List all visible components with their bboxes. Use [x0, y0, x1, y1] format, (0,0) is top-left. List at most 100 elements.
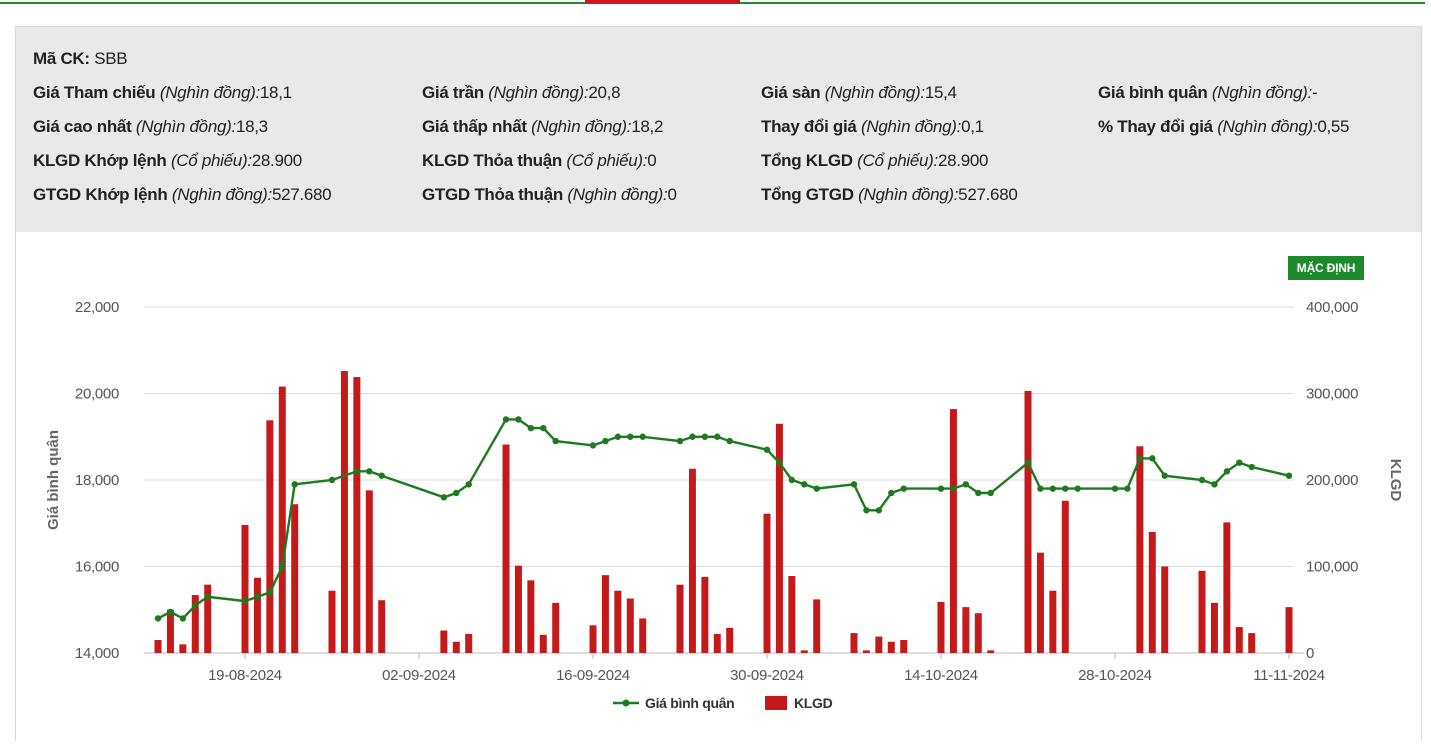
- field-label: Tổng GTGD: [761, 185, 854, 204]
- volume-bar: [1198, 570, 1206, 653]
- info-field: GTGD Thỏa thuận (Nghìn đồng):0: [422, 185, 677, 205]
- price-point: [875, 507, 883, 514]
- volume-bar: [204, 584, 212, 653]
- price-point: [813, 485, 820, 492]
- price-point: [975, 489, 982, 497]
- info-field: Tổng KLGD (Cổ phiếu):28.900: [761, 151, 988, 171]
- price-point: [776, 459, 783, 466]
- volume-bar: [154, 640, 162, 653]
- price-point: [888, 489, 895, 497]
- volume-bar: [1036, 552, 1044, 653]
- price-point: [1248, 463, 1255, 471]
- volume-bar: [800, 650, 808, 653]
- legend-label: Giá bình quân: [645, 695, 734, 711]
- info-field: % Thay đổi giá (Nghìn đồng):0,55: [1098, 117, 1350, 137]
- info-field: KLGD Thỏa thuận (Cổ phiếu):0: [422, 151, 657, 171]
- volume-bar: [987, 650, 995, 653]
- field-unit: (Nghìn đồng):: [488, 83, 589, 102]
- price-point: [1049, 485, 1057, 492]
- price-point: [527, 424, 535, 432]
- volume-bar: [713, 633, 721, 653]
- info-field: Giá Tham chiếu (Nghìn đồng):18,1: [33, 83, 292, 103]
- field-unit: (Cổ phiếu):: [566, 151, 648, 170]
- volume-bar: [452, 641, 460, 653]
- field-unit: (Nghìn đồng):: [159, 83, 260, 102]
- field-label: GTGD Khớp lệnh: [33, 185, 168, 204]
- volume-bar: [291, 504, 299, 653]
- symbol-field: Mã CK: SBB: [33, 49, 128, 69]
- x-tick-label: 11-11-2024: [1253, 667, 1325, 684]
- price-point: [167, 608, 174, 616]
- field-unit: (Nghìn đồng):: [1217, 117, 1318, 136]
- field-label: Giá bình quân: [1098, 83, 1208, 102]
- price-point: [863, 507, 870, 514]
- price-point: [1198, 476, 1206, 484]
- volume-bar: [191, 595, 199, 653]
- price-point: [614, 433, 622, 440]
- price-point: [1161, 472, 1168, 479]
- field-label: % Thay đổi giá: [1098, 117, 1213, 136]
- info-field: Tổng GTGD (Nghìn đồng):527.680: [761, 185, 1018, 205]
- field-label: GTGD Thỏa thuận: [422, 185, 563, 204]
- price-point: [154, 615, 162, 622]
- x-tick-label: 28-10-2024: [1078, 667, 1152, 684]
- volume-bar: [862, 650, 870, 653]
- field-label: KLGD Thỏa thuận: [422, 151, 562, 170]
- field-unit: (Nghìn đồng):: [531, 117, 632, 136]
- price-point: [1074, 485, 1081, 492]
- volume-bar: [328, 590, 336, 653]
- field-value: 0,1: [961, 117, 984, 136]
- field-value: 18,1: [259, 83, 292, 102]
- price-point: [726, 437, 733, 445]
- legend-line-marker: [622, 699, 630, 707]
- stock-info-panel: Mã CK: SBB Giá Tham chiếu (Nghìn đồng):1…: [15, 26, 1422, 741]
- price-point: [279, 563, 286, 570]
- x-tick-label: 02-09-2024: [382, 667, 456, 684]
- x-tick-label: 16-09-2024: [556, 667, 630, 684]
- volume-bar: [1235, 627, 1243, 653]
- volume-bar: [527, 580, 535, 653]
- price-point: [1124, 485, 1131, 492]
- y-tick-label: 22,000: [75, 299, 119, 316]
- field-value: 28.900: [937, 151, 989, 170]
- field-label: Tổng KLGD: [761, 151, 853, 170]
- volume-bar: [949, 409, 957, 653]
- volume-bar: [278, 386, 286, 653]
- info-field: Giá thấp nhất (Nghìn đồng):18,2: [422, 117, 663, 137]
- volume-bar: [440, 630, 448, 653]
- field-label: Giá thấp nhất: [422, 117, 527, 136]
- volume-bar: [465, 633, 473, 653]
- volume-bar: [763, 513, 771, 653]
- volume-bar: [340, 371, 348, 653]
- price-point: [453, 489, 460, 497]
- y-tick-label: 14,000: [75, 645, 119, 662]
- info-field: Thay đổi giá (Nghìn đồng):0,1: [761, 117, 984, 137]
- volume-bar: [253, 577, 261, 653]
- top-accent-bar: [0, 0, 1431, 5]
- price-point: [950, 485, 957, 492]
- price-point: [540, 424, 547, 432]
- info-field: Giá trần (Nghìn đồng):20,8: [422, 83, 621, 103]
- field-label: Thay đổi giá: [761, 117, 857, 136]
- price-point: [1285, 472, 1293, 479]
- volume-bar: [626, 598, 634, 653]
- y2-tick-label: 100,000: [1306, 559, 1358, 576]
- price-point: [1149, 455, 1156, 462]
- volume-bar: [1285, 607, 1293, 653]
- price-point: [639, 433, 646, 440]
- price-point: [1062, 485, 1069, 492]
- info-field: KLGD Khớp lệnh (Cổ phiếu):28.900: [33, 151, 302, 171]
- price-point: [1111, 485, 1119, 492]
- field-value: 18,2: [631, 117, 664, 136]
- volume-bar: [1161, 566, 1169, 653]
- volume-bar: [1248, 633, 1256, 653]
- price-volume-chart: 14,000 16,000 18,000 20,000 22,000 0 100,000 20…: [45, 299, 1404, 711]
- x-tick-label: 19-08-2024: [208, 667, 282, 684]
- default-view-button[interactable]: MẶC ĐỊNH: [1288, 256, 1364, 280]
- info-field: Giá sàn (Nghìn đồng):15,4: [761, 83, 957, 103]
- price-point: [266, 589, 274, 596]
- volume-bar: [589, 625, 597, 653]
- price-point: [1223, 468, 1231, 475]
- volume-bar: [813, 599, 821, 653]
- field-unit: (Nghìn đồng):: [824, 83, 925, 102]
